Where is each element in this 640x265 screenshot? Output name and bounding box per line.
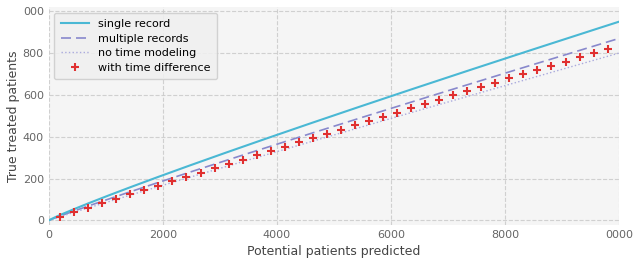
Y-axis label: True treated patients: True treated patients (7, 50, 20, 182)
Legend: single record, multiple records, no time modeling, with time difference: single record, multiple records, no time… (54, 12, 217, 79)
X-axis label: Potential patients predicted: Potential patients predicted (247, 245, 420, 258)
